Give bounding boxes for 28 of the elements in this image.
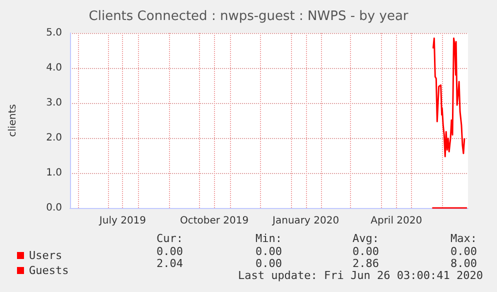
text: 0.00 bbox=[256, 257, 282, 270]
text: Avg: bbox=[352, 232, 379, 245]
text: Cur: bbox=[156, 232, 183, 245]
y-tick-label: 5.0 bbox=[46, 28, 62, 38]
legend-label: Guests bbox=[29, 264, 69, 277]
line-series bbox=[432, 38, 466, 158]
x-tick-label: July 2019 bbox=[98, 216, 146, 226]
y-tick-label: 4.0 bbox=[46, 62, 62, 74]
text: Min: bbox=[256, 232, 282, 245]
chart-title: Clients Connected : nwps-guest : NWPS - by year bbox=[88, 9, 409, 24]
x-tick-label: January 2020 bbox=[272, 216, 340, 226]
text: 2.86 bbox=[352, 257, 379, 270]
text: 0.00 bbox=[256, 245, 282, 258]
y-tick-label: 0.0 bbox=[46, 202, 62, 214]
text: 8.00 bbox=[450, 257, 477, 270]
y-tick-label: 1.0 bbox=[46, 168, 62, 178]
legend-label: Users bbox=[29, 249, 62, 262]
text: Last update: Fri Jun 26 03:00:41 2020 bbox=[238, 269, 483, 282]
x-tick-label: April 2020 bbox=[370, 216, 422, 226]
text: 0.00 bbox=[352, 245, 379, 258]
y-tick-label: 2.0 bbox=[46, 132, 62, 144]
y-axis-title: clients bbox=[8, 104, 18, 137]
text: 2.04 bbox=[156, 257, 184, 270]
x-tick-label: October 2019 bbox=[180, 216, 249, 226]
text: 0.00 bbox=[450, 245, 477, 258]
text: 0.00 bbox=[156, 245, 183, 258]
y-tick-label: 3.0 bbox=[46, 98, 62, 108]
text: Max: bbox=[450, 232, 477, 245]
